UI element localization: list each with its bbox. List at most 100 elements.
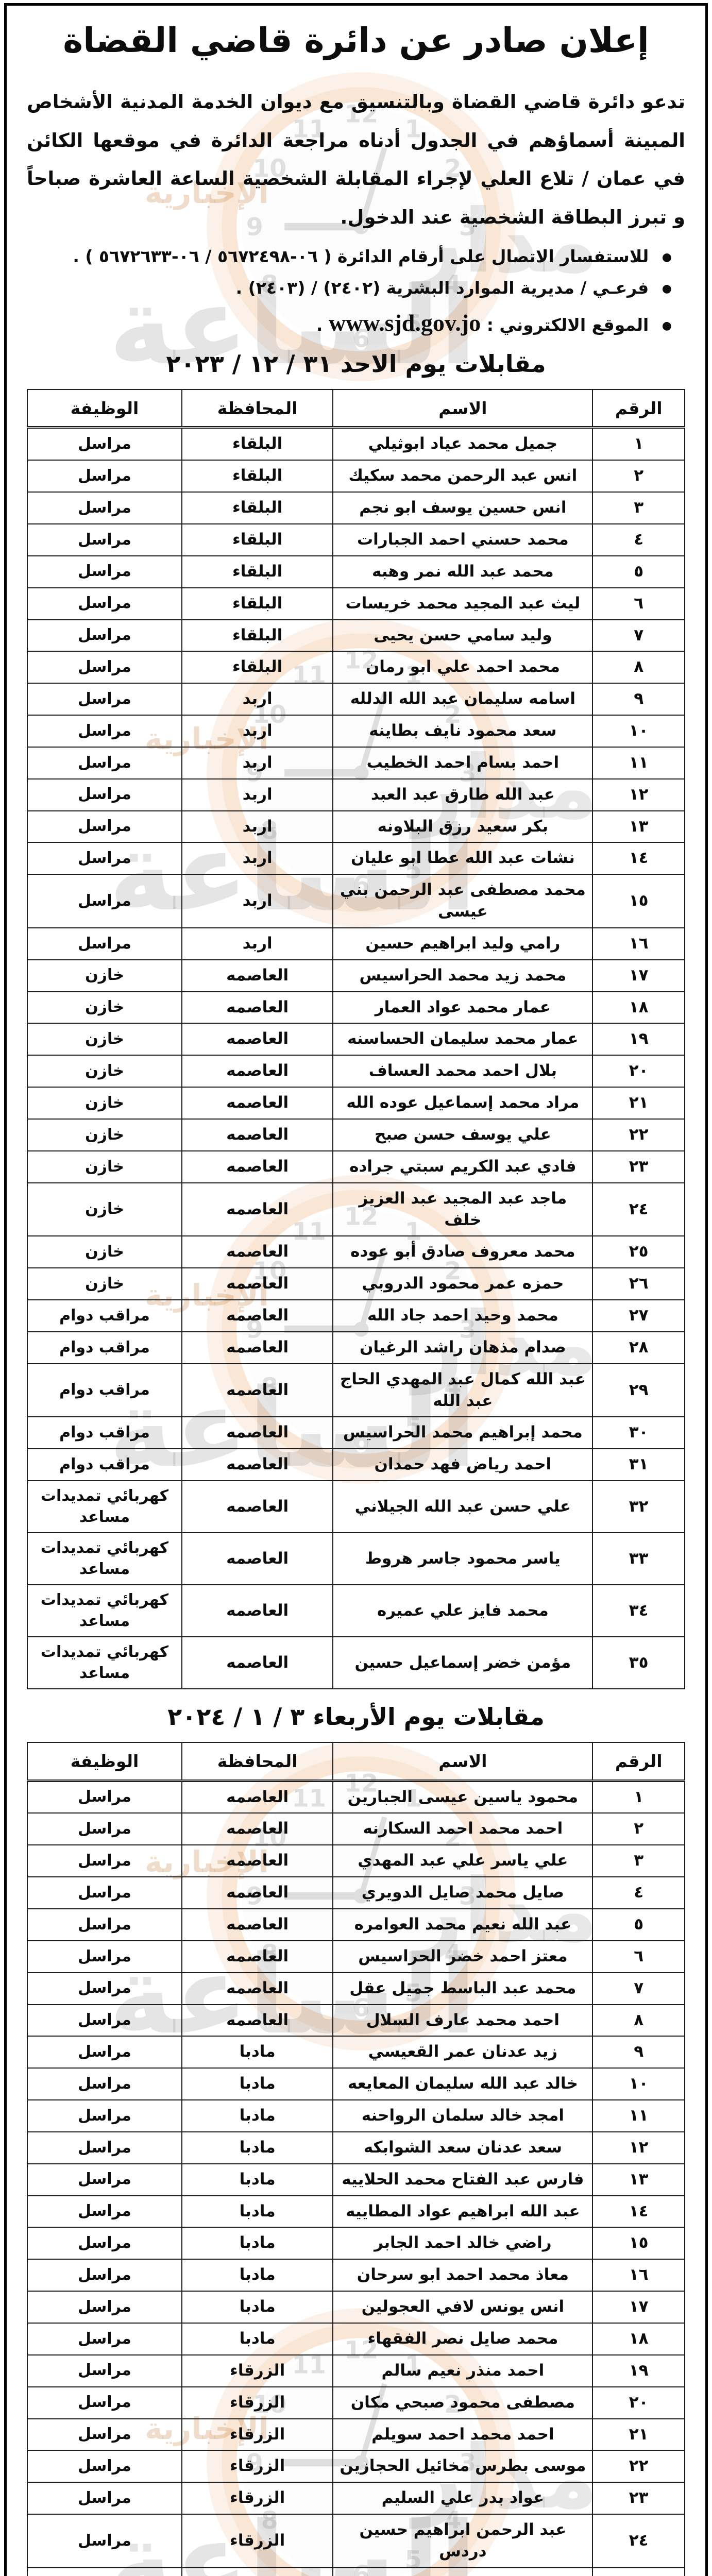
cell-name: احمد محمد عارف السلال: [332, 2004, 594, 2037]
cell-job: مراسل: [27, 2099, 182, 2132]
table-row: ١٥ راضي خالد احمد الجابر مادبا مراسل: [27, 2227, 685, 2260]
cell-name: محمد إبراهيم محمد الحراسيس: [332, 1416, 594, 1450]
cell-job: مراسل: [27, 555, 182, 588]
cell-job: خازن: [27, 1150, 182, 1183]
cell-number: ١٥: [592, 2227, 685, 2260]
cell-governorate: البلقاء: [181, 587, 334, 620]
section-heading-sunday: مقابلات يوم الاحد ٣١ / ١٢ / ٢٠٢٣: [166, 349, 546, 378]
cell-job: مراسل: [27, 2514, 182, 2568]
cell-number: ١٣: [592, 2163, 685, 2196]
cell-name: صايل محمد صايل الدويري: [332, 1876, 594, 1909]
table-row: ٨ احمد محمد عارف السلال العاصمه مراسل: [27, 2004, 685, 2037]
cell-number: ١٣: [592, 810, 685, 843]
table-row: ١٢ عبد الله طارق عبد العبد اربد مراسل: [27, 778, 685, 811]
cell-governorate: اربد: [181, 778, 334, 811]
cell-job: مراسل: [27, 2227, 182, 2260]
cell-number: ٢: [592, 460, 685, 493]
cell-number: ٩: [592, 2036, 685, 2069]
cell-job: مراسل: [27, 2386, 182, 2419]
cell-name: زيد عدنان عمر القعيسي: [332, 2036, 594, 2069]
cell-name: خالد عبد الله سليمان المعايعه: [332, 2067, 594, 2101]
cell-job: مراسل: [27, 2067, 182, 2101]
cell-job: خازن: [27, 1118, 182, 1151]
cell-job: مراقب دوام: [27, 1363, 182, 1418]
phone-separator: /: [205, 246, 212, 266]
interviews-table-sunday: الرقم الاسم المحافظة الوظيفة ١ جميل محمد…: [27, 388, 685, 1690]
cell-job: مراسل: [27, 2482, 182, 2515]
cell-job: مراسل: [27, 2004, 182, 2037]
cell-number: ٢٣: [592, 1150, 685, 1183]
cell-governorate: البلقاء: [181, 555, 334, 588]
cell-number: ٢٧: [592, 1299, 685, 1332]
table-row: ١٦ رامي وليد ابراهيم حسين اربد مراسل: [27, 927, 685, 960]
cell-name: نشات عبد الله عطا ابو عليان: [332, 842, 594, 875]
cell-name: فادي عبد الكريم سبتي جراده: [332, 1150, 594, 1183]
cell-number: ١٩: [592, 2354, 685, 2387]
website-end: .: [316, 314, 323, 335]
website-url[interactable]: www.sjd.gov.jo: [328, 309, 481, 336]
cell-job: مراقب دوام: [27, 1299, 182, 1332]
cell-name: سعد محمود نايف بطاينه: [332, 715, 594, 748]
cell-governorate: الزرقاء: [181, 2482, 334, 2515]
table-row: ٣٣ ياسر محمود جاسر هروط العاصمه كهربائي …: [27, 1532, 685, 1586]
cell-governorate: الزرقاء: [181, 2567, 334, 2576]
cell-name: محمد فايز علي عميره: [332, 1584, 594, 1638]
cell-job: مراسل: [27, 2195, 182, 2228]
table-row: ٧ محمد عبد الباسط جميل عقل العاصمه مراسل: [27, 1972, 685, 2005]
phone-close: ) .: [73, 246, 93, 266]
cell-name: سعد عدنان سعد الشوابكه: [332, 2131, 594, 2164]
table-row: ٦ ليث عبد المجيد محمد خريسات البلقاء مرا…: [27, 587, 685, 620]
cell-job: مراسل: [27, 842, 182, 875]
cell-number: ٩: [592, 683, 685, 716]
cell-name: اسامه سليمان عبد الله الدلله: [332, 683, 594, 716]
cell-name: محمد مصطفى عبد الرحمن بني عيسى: [332, 874, 594, 928]
cell-number: ٢٢: [592, 1118, 685, 1151]
cell-governorate: العاصمه: [181, 1023, 334, 1056]
cell-name: ليث عبد المجيد محمد خريسات: [332, 587, 594, 620]
cell-number: ٢٦: [592, 1267, 685, 1301]
cell-job: خازن: [27, 1235, 182, 1269]
cell-job: خازن: [27, 1023, 182, 1056]
table-row: ٢ انس عبد الرحمن محمد سكيك البلقاء مراسل: [27, 460, 685, 493]
table-row: ٣ علي ياسر علي عبد المهدي العاصمه مراسل: [27, 1844, 685, 1878]
cell-governorate: العاصمه: [181, 1908, 334, 1941]
cell-governorate: الزرقاء: [181, 2386, 334, 2419]
cell-name: محمد زيد محمد الحراسيس: [332, 959, 594, 992]
cell-governorate: العاصمه: [181, 1780, 334, 1814]
cell-governorate: العاصمه: [181, 1299, 334, 1332]
cell-number: ٢٠: [592, 1055, 685, 1088]
cell-governorate: العاصمه: [181, 1844, 334, 1878]
cell-number: ٤: [592, 523, 685, 556]
cell-name: احمد رياض فهد حمدان: [332, 1448, 594, 1482]
cell-governorate: العاصمه: [181, 1416, 334, 1450]
cell-name: علي يوسف حسن صبح: [332, 1118, 594, 1151]
cell-job: كهربائي تمديدات مساعد: [27, 1480, 182, 1534]
table-row: ٢٩ عبد الله كمال عبد المهدي الحاج عبد ال…: [27, 1363, 685, 1418]
cell-governorate: العاصمه: [181, 1940, 334, 1973]
cell-name: مصطفى محمود صبحي مكان: [332, 2386, 594, 2419]
table-row: ١٥ محمد مصطفى عبد الرحمن بني عيسى اربد م…: [27, 874, 685, 928]
table-row: ١٠ خالد عبد الله سليمان المعايعه مادبا م…: [27, 2067, 685, 2101]
table-row: ١١ احمد بسام احمد الخطيب اربد مراسل: [27, 746, 685, 779]
cell-governorate: مادبا: [181, 2036, 334, 2069]
cell-governorate: مادبا: [181, 2291, 334, 2324]
cell-job: مراسل: [27, 927, 182, 960]
cell-number: ١٧: [592, 2291, 685, 2324]
cell-number: ٢: [592, 1812, 685, 1846]
cell-name: علي ياسر علي عبد المهدي: [332, 1844, 594, 1878]
bullet-item-website: ● الموقع الالكتروني : www.sjd.gov.jo .: [27, 309, 672, 336]
cell-job: مراسل: [27, 2567, 182, 2576]
page-title: إعلان صادر عن دائرة قاضي القضاة: [63, 21, 649, 60]
cell-job: مراسل: [27, 1876, 182, 1909]
table-header-row: الرقم الاسم المحافظة الوظيفة: [27, 388, 685, 429]
cell-governorate: العاصمه: [181, 1150, 334, 1183]
cell-number: ١٨: [592, 991, 685, 1024]
cell-name: عبد الله نعيم محمد العوامره: [332, 1908, 594, 1941]
bullet-icon: ●: [662, 250, 672, 264]
cell-number: ١٠: [592, 2067, 685, 2101]
table-row: ٢٠ بلال احمد محمد العساف العاصمه خازن: [27, 1055, 685, 1088]
cell-governorate: الزرقاء: [181, 2354, 334, 2387]
cell-job: مراسل: [27, 874, 182, 928]
cell-job: خازن: [27, 1267, 182, 1301]
